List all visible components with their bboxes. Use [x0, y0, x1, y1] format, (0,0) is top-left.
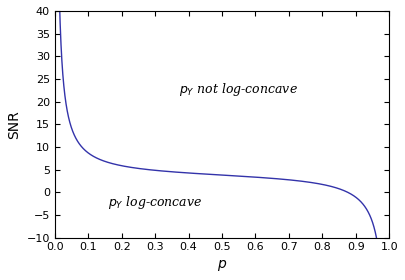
- Text: $p_Y$ log-concave: $p_Y$ log-concave: [108, 194, 202, 211]
- Y-axis label: SNR: SNR: [7, 110, 21, 139]
- Text: $p_Y$ not log-concave: $p_Y$ not log-concave: [179, 81, 298, 97]
- X-axis label: $p$: $p$: [217, 258, 227, 273]
